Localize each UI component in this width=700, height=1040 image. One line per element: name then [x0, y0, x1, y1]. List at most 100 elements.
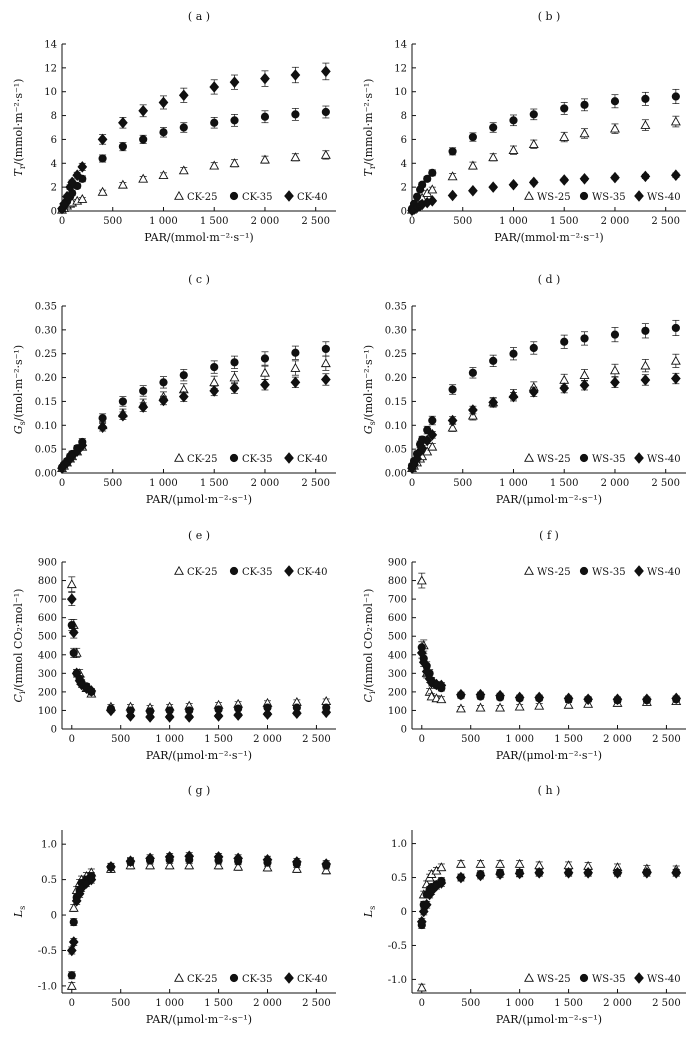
x-axis-label: PAR/(μmol·m⁻²·s⁻¹)	[496, 1013, 602, 1026]
y-tick-label: 900	[38, 558, 57, 569]
x-tick-label: 2 000	[251, 478, 280, 489]
x-axis-label: PAR/(μmol·m⁻²·s⁻¹)	[146, 493, 252, 506]
y-tick-label: 500	[38, 632, 57, 643]
y-tick-label: 0.20	[35, 373, 57, 384]
x-tick-label: 1 000	[499, 478, 528, 489]
legend-marker	[174, 972, 184, 982]
data-point	[670, 116, 681, 126]
data-point	[97, 186, 108, 196]
series-ck-35	[67, 855, 331, 980]
y-tick-label: 6	[51, 135, 57, 146]
data-point	[209, 377, 220, 387]
data-point	[640, 360, 651, 370]
data-point	[456, 871, 466, 884]
y-axis-label: Ls	[12, 906, 27, 918]
y-tick-label: 0.15	[35, 397, 57, 408]
data-point	[641, 94, 650, 103]
data-point	[580, 334, 589, 343]
data-point	[412, 192, 422, 201]
x-tick-label: 500	[103, 216, 122, 227]
panel-label: ( e )	[188, 529, 210, 542]
data-point	[427, 184, 438, 194]
data-point	[262, 862, 273, 872]
data-point	[118, 116, 128, 129]
data-point	[138, 173, 149, 183]
y-axis-label-symbol: T	[12, 167, 25, 176]
data-point	[447, 189, 458, 202]
x-tick-label: 1 000	[155, 734, 184, 745]
data-point	[320, 65, 331, 78]
legend-label: WS-25	[537, 974, 571, 985]
data-point	[106, 861, 116, 873]
data-point	[495, 868, 505, 880]
x-tick-label: 1 500	[200, 478, 229, 489]
data-point	[559, 131, 570, 141]
y-tick-label: -0.5	[388, 941, 407, 952]
data-point	[534, 691, 545, 704]
series-ck-25	[66, 576, 332, 712]
x-tick-label: 1 000	[149, 216, 178, 227]
legend-marker	[524, 565, 534, 575]
y-tick-label: 0	[51, 725, 57, 736]
y-axis-label-subscript: s	[18, 421, 27, 425]
data-point	[139, 386, 148, 396]
x-tick-label: 1 500	[550, 478, 579, 489]
x-tick-label: 2 000	[253, 734, 282, 745]
data-point	[447, 171, 458, 181]
x-tick-label: 500	[111, 734, 130, 745]
series-ck-40	[66, 850, 332, 957]
y-tick-label: 100	[38, 706, 57, 717]
legend-label: WS-40	[647, 454, 681, 465]
x-axis-label: PAR/(mmol·m⁻²·s⁻¹)	[494, 231, 603, 244]
y-axis-label-symbol: L	[362, 910, 375, 918]
data-point	[579, 128, 590, 138]
x-tick-label: 500	[111, 998, 130, 1009]
series-ck-40	[57, 373, 331, 475]
x-tick-label: 2 500	[651, 216, 680, 227]
x-tick-label: 1 000	[505, 734, 534, 745]
data-point	[670, 372, 681, 385]
y-tick-label: 14	[44, 40, 57, 51]
data-point	[72, 169, 83, 181]
x-tick-label: 500	[453, 216, 472, 227]
series-ws-40	[416, 867, 682, 928]
x-tick-label: 2 000	[603, 734, 632, 745]
data-point	[495, 689, 505, 702]
y-tick-label: 10	[44, 87, 57, 98]
data-point	[233, 861, 244, 871]
y-tick-label: 300	[38, 669, 57, 680]
data-point	[145, 860, 156, 870]
y-tick-label: 500	[388, 632, 407, 643]
data-point	[468, 184, 478, 197]
panel-label: ( a )	[188, 10, 210, 23]
legend-marker	[229, 973, 239, 983]
data-point	[320, 373, 331, 386]
data-point	[97, 133, 108, 146]
legend: CK-25 CK-35 CK-40	[174, 565, 328, 578]
x-tick-label: 2 500	[652, 734, 681, 745]
data-point	[640, 170, 651, 183]
data-point	[98, 154, 107, 163]
data-point	[475, 869, 486, 882]
y-tick-label: 400	[38, 650, 57, 661]
x-tick-label: 2 000	[601, 216, 630, 227]
y-tick-label: 100	[388, 706, 407, 717]
y-tick-label: 0.25	[35, 349, 57, 360]
data-point	[580, 100, 589, 109]
data-point	[184, 850, 195, 862]
y-tick-label: -0.5	[38, 946, 57, 957]
data-point	[213, 851, 224, 863]
panel-b: ( b ) 0 2 4 6 8 10 12 14 0 500 1 000 1 500 2 000 2 500…	[362, 10, 686, 244]
data-point	[66, 579, 77, 589]
legend-marker	[229, 453, 239, 463]
y-axis-label-unit: /(mol·m⁻²·s⁻¹)	[12, 345, 25, 421]
y-tick-label: 0.15	[385, 397, 407, 408]
y-tick-label: 0.05	[35, 445, 57, 456]
data-point	[179, 123, 188, 132]
x-tick-label: 1 500	[204, 734, 233, 745]
data-point	[230, 116, 239, 125]
series-ws-35	[407, 319, 680, 470]
y-axis-label-unit: /(mmol·m⁻²·s⁻¹)	[362, 79, 375, 166]
x-tick-label: 2 000	[603, 998, 632, 1009]
data-point	[455, 703, 466, 713]
